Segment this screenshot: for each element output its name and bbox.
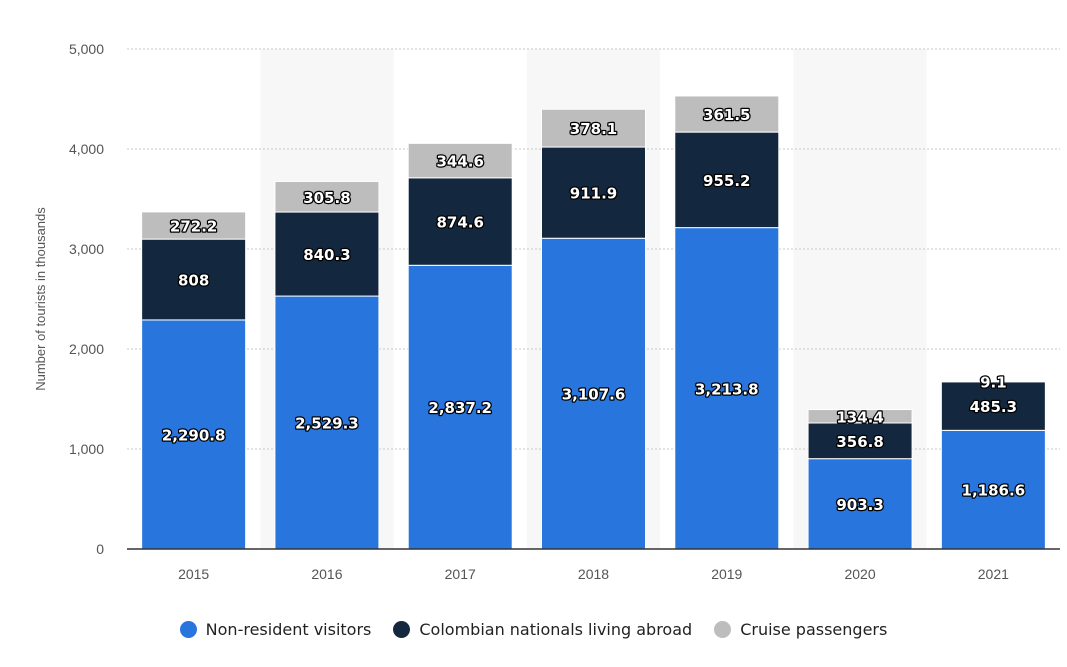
legend-label: Cruise passengers <box>740 620 888 639</box>
bar-segment <box>274 180 380 213</box>
data-label: 378.1 <box>570 120 617 138</box>
bar-segment <box>940 381 1046 431</box>
data-label: 2,837.2 <box>428 399 492 417</box>
y-tick-label: 1,000 <box>69 441 104 457</box>
bar-segment <box>141 238 247 321</box>
legend-label: Colombian nationals living abroad <box>419 620 693 639</box>
data-label: 903.3 <box>836 496 883 514</box>
data-label: 2,290.8 <box>162 426 226 444</box>
chart-container: 0 1,000 2,000 3,000 4,000 5,000 Number of tou… <box>33 41 1060 582</box>
data-label: 361.5 <box>703 106 750 124</box>
data-label: 9.1 <box>980 373 1007 391</box>
legend-marker <box>393 621 411 638</box>
data-label: 3,107.6 <box>562 386 626 404</box>
data-label: 356.8 <box>836 433 883 451</box>
legend-item[interactable]: Colombian nationals living abroad <box>393 620 692 639</box>
x-tick-label: 2021 <box>978 566 1009 582</box>
bar-segment <box>274 295 380 550</box>
data-label: 3,213.8 <box>695 380 759 398</box>
data-labels: 2,290.8 808 272.2 2,529.3 840.3 305.8 2,837.2 8… <box>161 105 1027 515</box>
bar-segment <box>141 319 247 550</box>
data-label: 305.8 <box>303 189 350 207</box>
bar-segment <box>541 237 646 550</box>
stacked-bar-chart: 0 1,000 2,000 3,000 4,000 5,000 Number of tou… <box>33 41 1060 582</box>
legend-item[interactable]: Non-resident visitors <box>179 620 372 639</box>
bar-segment <box>674 227 780 550</box>
y-tick-label: 4,000 <box>69 141 104 157</box>
bar-segment <box>407 264 513 550</box>
data-label: 134.4 <box>836 408 883 426</box>
y-tick-label: 5,000 <box>69 41 104 57</box>
legend: Non-resident visitors Colombian nationals… <box>0 620 1067 639</box>
bar-segment <box>807 409 913 424</box>
bar-segment <box>940 380 1046 383</box>
x-axis-ticks: 2015 2016 2017 2018 2019 2020 2021 <box>178 566 1009 582</box>
bar-segment <box>541 108 646 148</box>
legend-marker <box>179 621 197 638</box>
bar-segment <box>807 422 913 460</box>
data-label: 808 <box>178 272 209 290</box>
legend-item[interactable]: Cruise passengers <box>714 620 887 639</box>
data-label: 2,529.3 <box>295 415 359 433</box>
data-label: 955.2 <box>703 172 750 190</box>
x-tick-label: 2015 <box>178 566 209 582</box>
y-tick-label: 0 <box>96 541 104 557</box>
y-axis-ticks: 0 1,000 2,000 3,000 4,000 5,000 <box>69 41 104 557</box>
bar-segment <box>807 458 913 550</box>
bar-segment <box>274 211 380 297</box>
data-label: 1,186.6 <box>962 482 1026 500</box>
y-tick-label: 3,000 <box>69 241 104 257</box>
data-label: 911.9 <box>570 185 617 203</box>
x-tick-label: 2020 <box>844 566 875 582</box>
y-axis-title: Number of tourists in thousands <box>33 207 48 391</box>
y-tick-label: 2,000 <box>69 341 104 357</box>
bar-segment <box>674 95 780 133</box>
x-tick-label: 2016 <box>311 566 342 582</box>
x-tick-label: 2018 <box>578 566 609 582</box>
data-label: 344.6 <box>436 153 483 171</box>
x-tick-label: 2019 <box>711 566 742 582</box>
data-label: 840.3 <box>303 246 350 264</box>
bar-segment <box>541 146 646 239</box>
bar-segment <box>674 131 780 229</box>
data-label: 874.6 <box>436 214 483 232</box>
x-tick-label: 2017 <box>445 566 476 582</box>
data-label: 485.3 <box>970 398 1017 416</box>
bar-segment <box>407 142 513 179</box>
bar-segment <box>940 429 1046 550</box>
legend-label: Non-resident visitors <box>205 620 372 639</box>
legend-marker <box>714 621 732 638</box>
bars <box>141 95 1046 550</box>
data-label: 272.2 <box>170 218 217 236</box>
bar-segment <box>141 211 247 240</box>
